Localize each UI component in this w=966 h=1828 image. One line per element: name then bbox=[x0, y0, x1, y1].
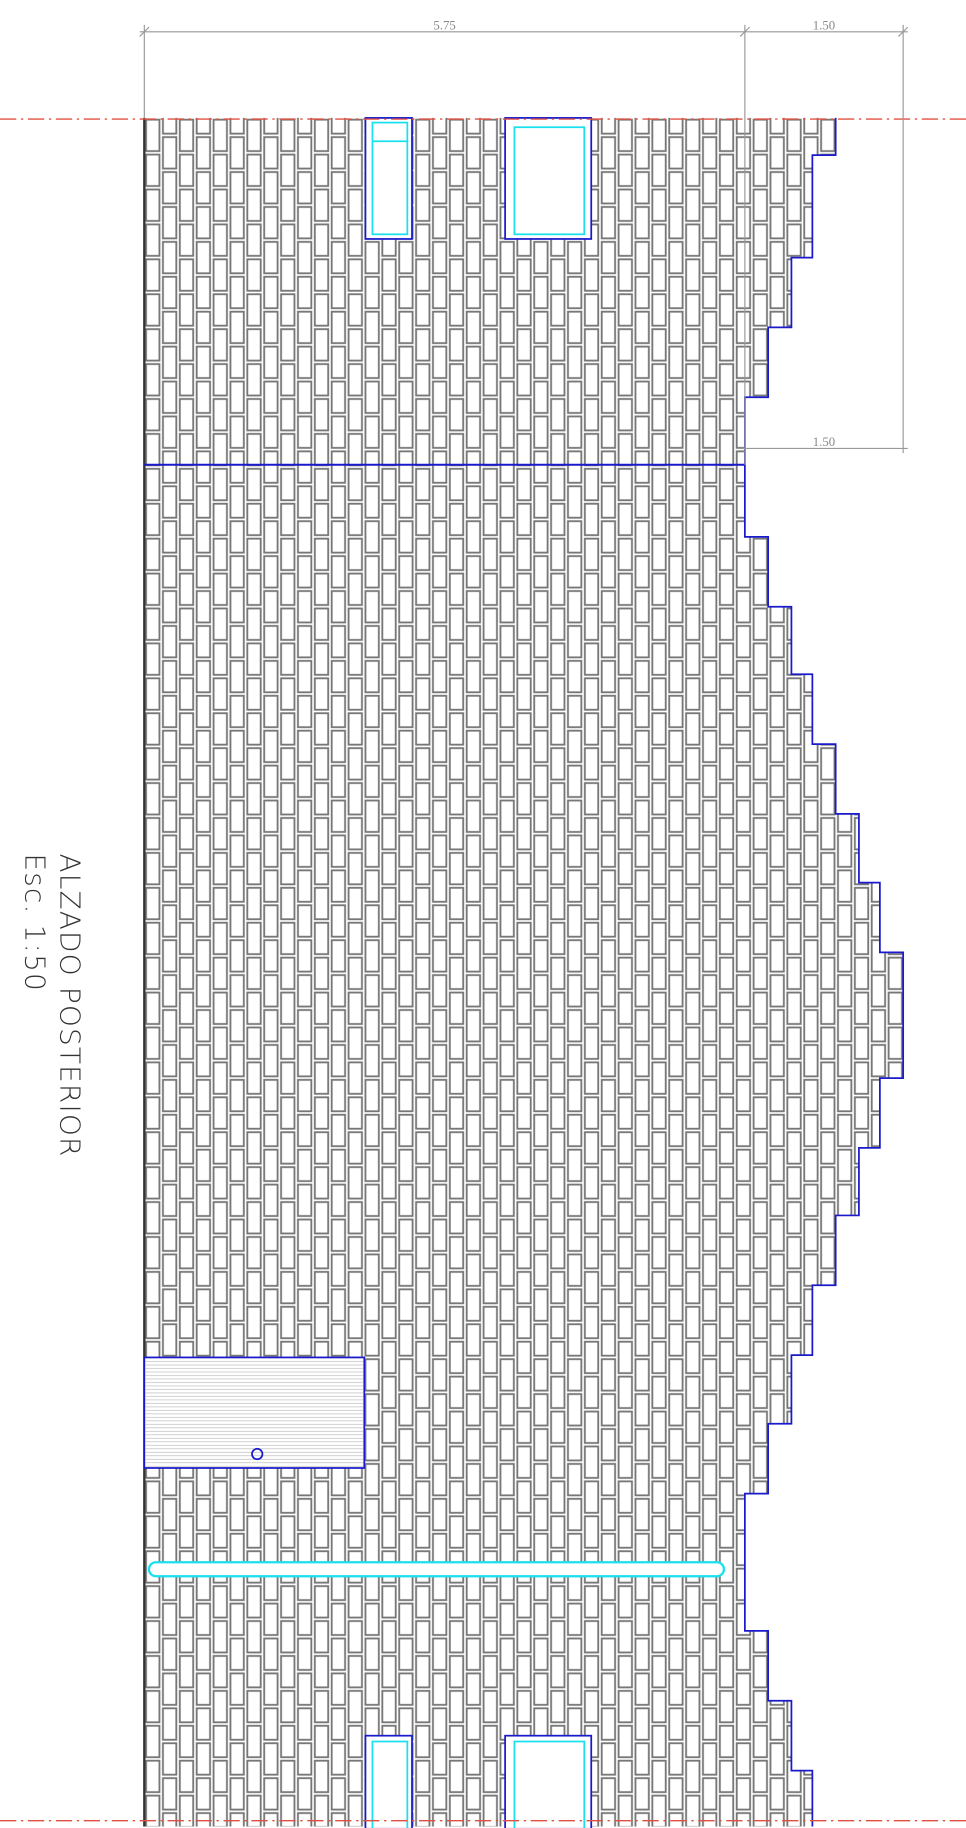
rail bbox=[147, 1561, 726, 1578]
dimension-label: 1.50 bbox=[813, 18, 835, 32]
dimension-lines bbox=[139, 24, 909, 465]
door-handle bbox=[251, 1447, 264, 1461]
drawing-title: ALZADO POSTERIOR bbox=[54, 853, 87, 1157]
dimension-label: 1.50 bbox=[813, 435, 835, 449]
dimension-label: 5.75 bbox=[433, 18, 455, 32]
wall-profile bbox=[743, 117, 905, 1827]
windows bbox=[364, 117, 593, 1828]
drawing-scale: Esc. 1:50 bbox=[19, 853, 52, 991]
